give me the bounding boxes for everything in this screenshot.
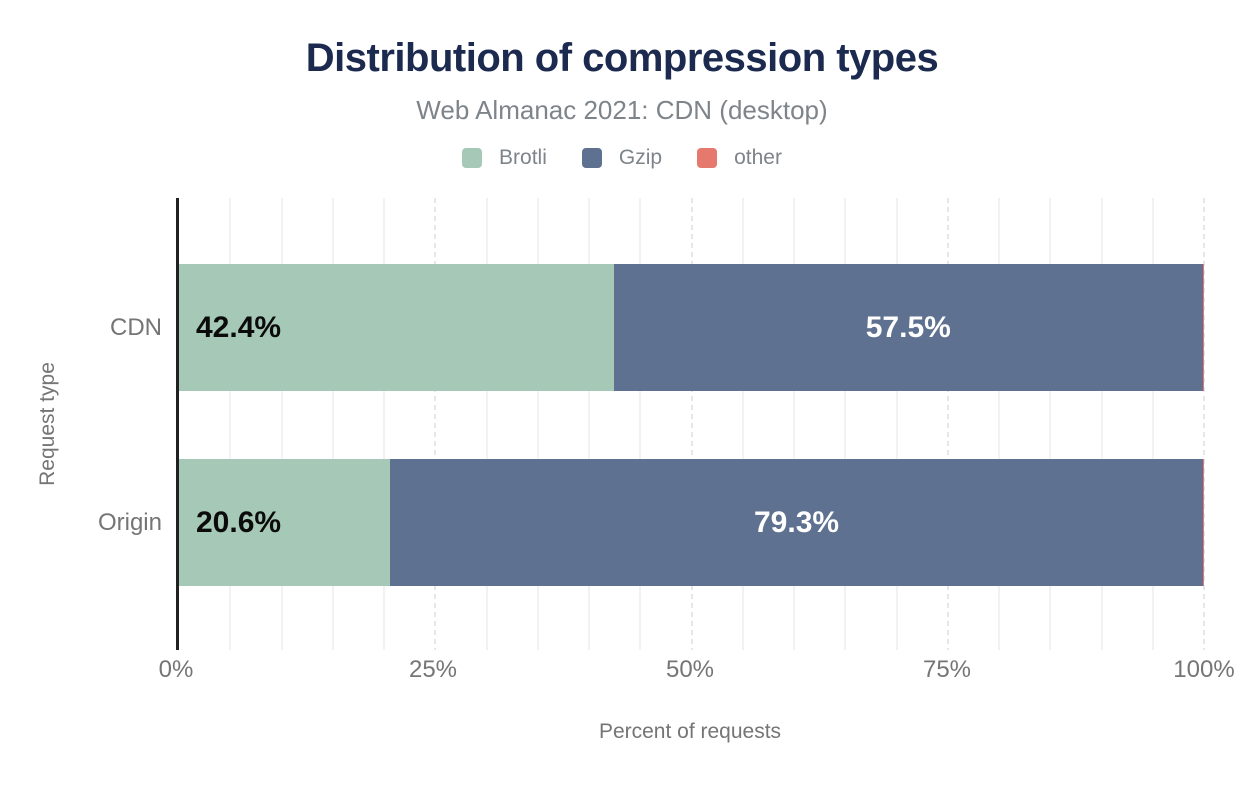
- legend: Brotli Gzip other: [0, 146, 1244, 170]
- minor-gridline: [1100, 198, 1103, 650]
- plot-area: 42.4% 57.5% 20.6% 79.3%: [176, 198, 1205, 650]
- minor-gridline: [536, 198, 539, 650]
- chart-title: Distribution of compression types: [305, 36, 939, 80]
- legend-label: other: [734, 146, 782, 169]
- bar-segment-brotli-origin[interactable]: 20.6%: [179, 459, 391, 586]
- x-tick-label-25: 25%: [408, 656, 458, 683]
- bar-row-cdn: 42.4% 57.5%: [179, 264, 1204, 391]
- y-axis-title: Request type: [36, 362, 59, 486]
- major-gridline: [434, 198, 437, 650]
- bar-segment-other-origin[interactable]: [1202, 459, 1204, 586]
- legend-item-brotli: Brotli: [462, 146, 547, 170]
- segment-value-label: 42.4%: [196, 310, 282, 344]
- minor-gridline: [383, 198, 385, 650]
- category-label-cdn: CDN: [110, 313, 162, 341]
- major-gridline: [946, 198, 949, 650]
- x-tick-label-100: 100%: [1173, 656, 1235, 683]
- legend-item-other: other: [697, 146, 782, 170]
- minor-gridline: [331, 198, 334, 650]
- chart-subtitle: Web Almanac 2021: CDN (desktop): [416, 95, 828, 125]
- minor-gridline: [895, 198, 898, 650]
- minor-gridline: [588, 198, 590, 650]
- x-tick-label-0: 0%: [158, 656, 194, 683]
- minor-gridline: [280, 198, 283, 650]
- bar-segment-other-cdn[interactable]: [1202, 264, 1204, 391]
- segment-value-label: 20.6%: [196, 505, 282, 539]
- x-tick-label-75: 75%: [922, 656, 972, 683]
- legend-label: Gzip: [618, 146, 663, 169]
- legend-swatch-icon: [581, 148, 602, 168]
- minor-gridline: [793, 198, 795, 650]
- legend-swatch-icon: [697, 148, 718, 168]
- minor-gridline: [229, 198, 232, 650]
- minor-gridline: [485, 198, 488, 650]
- category-label-origin: Origin: [97, 508, 162, 536]
- bar-segment-brotli-cdn[interactable]: 42.4%: [179, 264, 614, 391]
- x-tick-label-50: 50%: [665, 656, 715, 683]
- minor-gridline: [1151, 198, 1154, 650]
- minor-gridline: [844, 198, 847, 650]
- bar-segment-gzip-cdn[interactable]: 57.5%: [613, 264, 1203, 391]
- segment-value-label: 57.5%: [865, 310, 951, 344]
- bar-segment-gzip-origin[interactable]: 79.3%: [390, 459, 1203, 586]
- minor-gridline: [639, 198, 642, 650]
- minor-gridline: [1049, 198, 1052, 650]
- legend-swatch-icon: [462, 148, 483, 168]
- minor-gridline: [741, 198, 744, 650]
- x-axis-title: Percent of requests: [598, 720, 782, 743]
- minor-gridline: [998, 198, 1000, 650]
- major-gridline: [690, 198, 693, 650]
- major-gridline: [1203, 198, 1205, 650]
- legend-label: Brotli: [499, 146, 547, 169]
- segment-value-label: 79.3%: [754, 505, 840, 539]
- bar-row-origin: 20.6% 79.3%: [179, 459, 1204, 586]
- legend-item-gzip: Gzip: [581, 146, 663, 170]
